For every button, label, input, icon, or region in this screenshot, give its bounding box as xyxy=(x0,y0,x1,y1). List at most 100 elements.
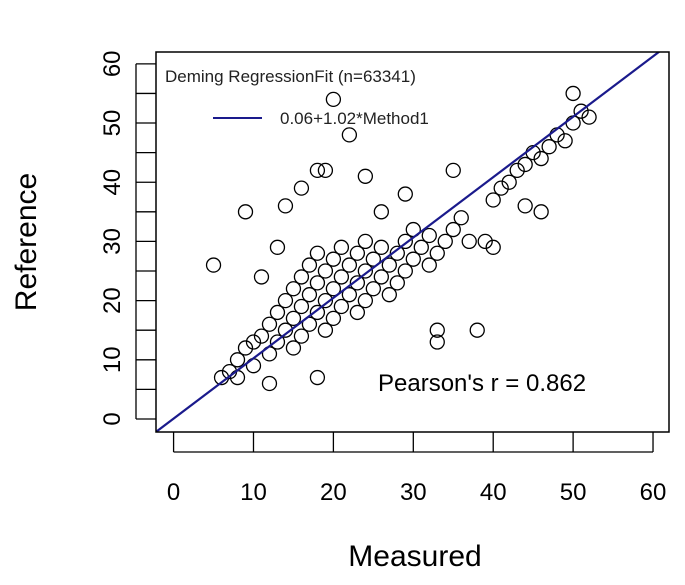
data-point xyxy=(205,257,222,273)
plot-frame xyxy=(155,51,670,433)
regression-line xyxy=(156,52,661,432)
data-point xyxy=(477,233,493,250)
x-tick-label: 0 xyxy=(167,479,180,506)
data-point xyxy=(277,322,294,338)
data-point xyxy=(293,328,310,344)
y-tick-label: 10 xyxy=(99,346,126,373)
data-point xyxy=(373,204,389,220)
data-point xyxy=(229,352,246,368)
data-point xyxy=(309,245,326,261)
data-point xyxy=(389,275,405,291)
data-point xyxy=(501,174,517,190)
y-tick-label: 40 xyxy=(99,169,126,196)
data-point xyxy=(349,304,366,321)
data-point xyxy=(541,139,557,155)
data-point xyxy=(309,275,326,291)
data-point xyxy=(277,292,294,309)
data-point xyxy=(269,334,286,350)
x-axis: 0 10 20 30 40 50 60 xyxy=(167,432,666,506)
data-point xyxy=(317,263,334,279)
data-point xyxy=(373,239,389,255)
data-point xyxy=(365,281,381,297)
y-tick-label: 0 xyxy=(99,412,126,425)
pearson-annotation: Pearson's r = 0.862 xyxy=(378,370,586,397)
data-point xyxy=(293,269,310,285)
data-point xyxy=(261,316,278,332)
data-point xyxy=(461,233,477,250)
data-point xyxy=(293,180,310,196)
data-point xyxy=(269,304,286,321)
data-point xyxy=(293,298,310,315)
data-point xyxy=(573,103,589,119)
data-point xyxy=(261,375,278,392)
x-tick-label: 30 xyxy=(400,479,427,506)
points-layer xyxy=(205,85,597,392)
data-point xyxy=(357,233,374,250)
data-point xyxy=(581,109,597,125)
x-axis-title: Measured xyxy=(348,540,481,573)
data-point xyxy=(357,292,374,309)
data-point xyxy=(253,328,270,344)
data-point xyxy=(301,287,318,303)
data-point xyxy=(421,227,437,244)
data-point xyxy=(333,269,350,285)
data-point xyxy=(325,281,342,297)
y-axis-title: Reference xyxy=(10,173,43,311)
data-point xyxy=(517,198,533,214)
data-point xyxy=(309,162,326,179)
x-tick-label: 60 xyxy=(640,479,667,506)
data-point xyxy=(277,198,294,214)
data-point xyxy=(341,127,358,143)
data-point xyxy=(309,369,326,386)
data-point xyxy=(333,239,350,255)
data-point xyxy=(493,180,509,196)
data-point xyxy=(309,304,326,321)
x-tick-label: 40 xyxy=(480,479,507,506)
data-point xyxy=(445,221,461,238)
data-point xyxy=(397,263,413,279)
data-point xyxy=(317,322,334,338)
data-point xyxy=(269,239,286,255)
x-tick-label: 20 xyxy=(320,479,347,506)
y-tick-label: 50 xyxy=(99,110,126,137)
data-point xyxy=(285,340,302,356)
data-point xyxy=(429,245,445,261)
data-point xyxy=(533,150,549,167)
legend-entry: 0.06+1.02*Method1 xyxy=(280,109,429,128)
data-point xyxy=(413,239,429,255)
data-point xyxy=(437,233,453,250)
x-tick-label: 50 xyxy=(560,479,587,506)
data-point xyxy=(325,251,342,267)
data-point xyxy=(341,257,358,273)
data-point xyxy=(565,85,581,102)
data-point xyxy=(373,269,389,285)
data-point xyxy=(285,310,302,327)
data-point xyxy=(237,204,254,220)
y-tick-label: 20 xyxy=(99,287,126,314)
data-point xyxy=(357,168,374,184)
legend-title: Deming RegressionFit (n=63341) xyxy=(165,67,416,86)
y-tick-label: 30 xyxy=(99,228,126,255)
data-point xyxy=(485,192,501,208)
data-point xyxy=(405,251,421,267)
data-point xyxy=(429,322,445,338)
x-tick-label: 10 xyxy=(240,479,267,506)
data-point xyxy=(469,322,485,338)
data-point xyxy=(341,287,358,303)
data-point xyxy=(365,251,381,267)
data-point xyxy=(253,269,270,285)
data-point xyxy=(325,91,342,108)
data-point xyxy=(509,162,525,179)
data-point xyxy=(557,133,573,149)
data-point xyxy=(245,334,262,350)
data-point xyxy=(445,162,461,179)
data-point xyxy=(421,257,437,273)
data-point xyxy=(317,162,334,179)
data-point xyxy=(397,186,413,202)
data-point xyxy=(237,340,254,356)
data-point xyxy=(333,298,350,315)
data-point xyxy=(301,257,318,273)
y-axis: 0 10 20 30 40 50 60 xyxy=(99,50,156,426)
data-point xyxy=(357,263,374,279)
